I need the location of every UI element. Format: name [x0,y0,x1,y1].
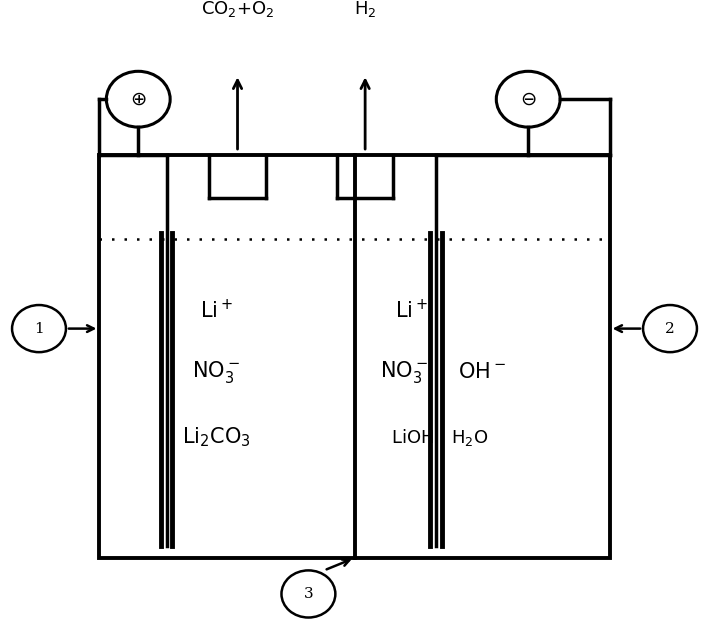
Text: $\oplus$: $\oplus$ [130,90,147,108]
Bar [99,155,610,558]
Text: $\mathrm{NO_3^-}$: $\mathrm{NO_3^-}$ [192,359,240,385]
Text: $\mathrm{CO_2{+}O_2}$: $\mathrm{CO_2{+}O_2}$ [201,0,274,19]
Text: $\mathrm{H_2}$: $\mathrm{H_2}$ [354,0,376,19]
Text: 1: 1 [34,322,44,335]
Text: 2: 2 [665,322,675,335]
Text: $\mathrm{Li_2CO_3}$: $\mathrm{Li_2CO_3}$ [182,425,250,449]
Text: $\ominus$: $\ominus$ [520,90,537,108]
Text: $\mathrm{NO_3^-}$: $\mathrm{NO_3^-}$ [380,359,428,385]
Text: $\mathrm{Li^+}$: $\mathrm{Li^+}$ [395,298,428,322]
Text: 3: 3 [303,587,313,601]
Text: $\mathrm{Li^+}$: $\mathrm{Li^+}$ [200,298,233,322]
Text: $\mathrm{OH^-}$: $\mathrm{OH^-}$ [458,362,506,382]
Text: $\mathrm{LiOH\ {\cdot}\ H_2O}$: $\mathrm{LiOH\ {\cdot}\ H_2O}$ [391,427,489,448]
